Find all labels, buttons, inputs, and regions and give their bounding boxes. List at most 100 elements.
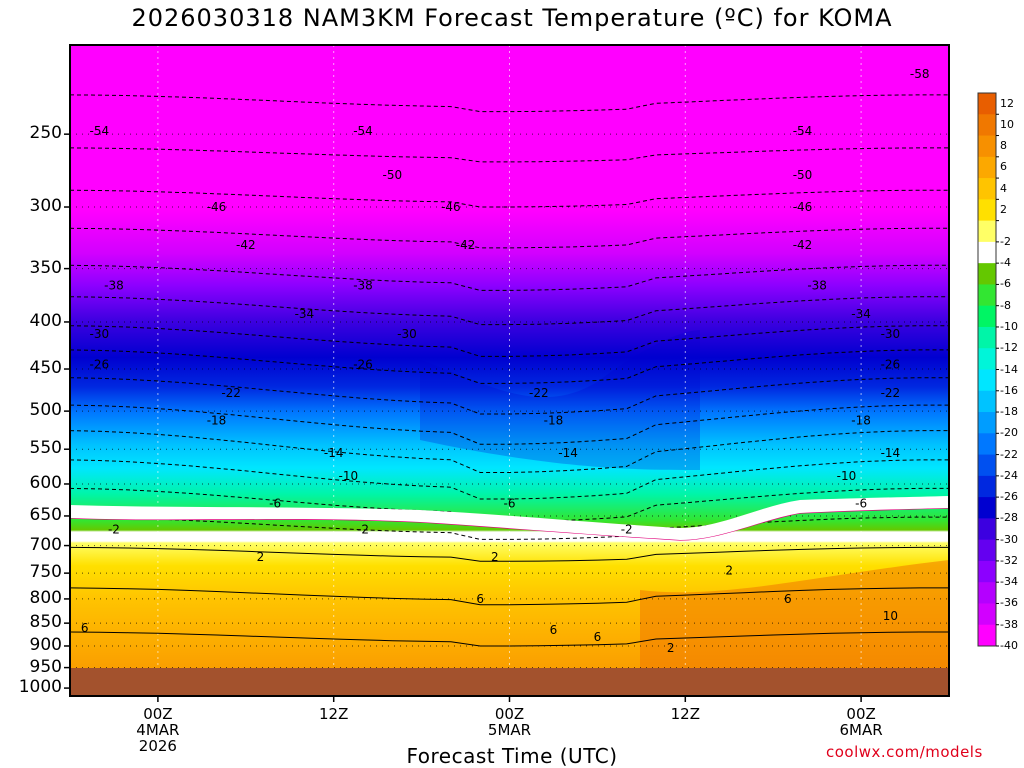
colorbar-label: 10 [1000, 117, 1014, 131]
colorbar-label: -36 [1000, 596, 1018, 610]
contour-lines [70, 94, 949, 647]
warm-pocket [640, 560, 949, 668]
x-tick-label-sub1: 5MAR [487, 721, 532, 739]
contour-label: -6 [269, 496, 281, 510]
contour-line [70, 430, 949, 473]
contour-line [70, 587, 949, 606]
colorbar-label: -20 [1000, 426, 1018, 440]
contour-label: -26 [353, 358, 373, 372]
x-tick-label: 12Z [645, 706, 725, 722]
colorbar-label: -24 [1000, 468, 1018, 482]
contour-label: 6 [594, 630, 602, 644]
contour-line [70, 377, 949, 415]
plot-area: -58 -54 -54 -54 -50 -50 -46 -46 -46 -42 -42 -42 -38 -… [70, 45, 949, 696]
contour-label: -10 [837, 469, 857, 483]
y-tick-label: 800 [29, 587, 62, 608]
y-tick-label: 700 [29, 534, 62, 555]
contour-label: -42 [793, 238, 813, 252]
contour-label: -2 [108, 522, 120, 536]
contour-label: -38 [807, 278, 827, 292]
colorbar-label: 6 [1000, 160, 1007, 174]
colorbar-label: 4 [1000, 181, 1007, 195]
contour-line [70, 349, 949, 384]
contour-label: 6 [550, 623, 558, 637]
contour-label: 2 [257, 550, 265, 564]
colorbar-swatch [978, 475, 996, 498]
mid-level-dip-band [420, 330, 700, 470]
colorbar-swatch [978, 539, 996, 562]
colorbar-swatch [978, 93, 996, 115]
colorbar-swatch [978, 454, 996, 477]
site-credit: coolwx.com/models [826, 743, 983, 761]
colorbar-swatch [978, 114, 996, 137]
contour-label: -54 [793, 124, 813, 138]
contour-line [70, 404, 949, 445]
colorbar-swatch [978, 390, 996, 413]
x-tick-label-label: 00Z [143, 705, 173, 723]
x-tick-label: 00Z 4MAR 2026 [118, 706, 198, 754]
colorbar-swatch [978, 305, 996, 328]
x-tick-label-label: 00Z [846, 705, 876, 723]
contour-label: -22 [529, 386, 549, 400]
colorbar-label: -26 [1000, 490, 1018, 504]
y-tick-label: 550 [29, 438, 62, 459]
colorbar-label: -8 [1000, 298, 1011, 312]
contour-label: -30 [881, 327, 901, 341]
colorbar-label: -30 [1000, 532, 1018, 546]
contour-label: 2 [491, 550, 499, 564]
zero-white-band [70, 496, 949, 540]
x-tick-label-label: 12Z [670, 705, 700, 723]
contour-label: -22 [881, 386, 901, 400]
contour-line [70, 631, 949, 647]
colorbar-swatch [978, 199, 996, 222]
x-ticks [157, 696, 862, 702]
contour-label: -22 [221, 386, 241, 400]
contour-line [70, 459, 949, 500]
x-tick-label-sub1: 4MAR [136, 721, 180, 739]
contour-label: 10 [883, 609, 898, 623]
y-tick-label: 400 [29, 310, 62, 331]
colorbar-swatch [978, 603, 996, 626]
y-tick-label: 750 [29, 562, 62, 583]
contour-label: -46 [207, 200, 227, 214]
contour-label: -14 [324, 446, 344, 460]
colorbar-swatch [978, 348, 996, 370]
y-tick-label: 600 [29, 472, 62, 493]
colorbar-swatch [978, 412, 996, 434]
colorbar-swatch [978, 156, 996, 179]
contour-label: -54 [89, 124, 109, 138]
contour-label: -30 [397, 327, 417, 341]
x-tick-label: 00Z 6MAR [821, 706, 901, 738]
colorbar-swatch [978, 241, 996, 264]
contour-line [70, 325, 949, 357]
x-tick-label-sub1: 6MAR [839, 721, 883, 739]
contour-label: -58 [910, 67, 930, 81]
colorbar-swatch [978, 220, 996, 243]
colorbar-swatch [978, 582, 996, 604]
colorbar-label: -22 [1000, 447, 1018, 461]
dotted-gridlines [70, 45, 949, 696]
colorbar-label: -38 [1000, 617, 1018, 631]
contour-labels: -58 -54 -54 -54 -50 -50 -46 -46 -46 -42 -42 -42 -38 -… [81, 67, 930, 655]
colorbar-label: -40 [1000, 639, 1018, 652]
colorbar-label: -2 [1000, 234, 1011, 248]
colorbar-swatch [978, 518, 996, 541]
colorbar-swatch [978, 369, 996, 392]
x-tick-label-label: 12Z [319, 705, 349, 723]
contour-label: -18 [207, 414, 227, 428]
contour-label: -38 [104, 278, 124, 292]
colorbar-label: -18 [1000, 405, 1018, 419]
colorbar-swatch [978, 284, 996, 307]
x-tick-label: 12Z [294, 706, 374, 722]
x-axis-title: Forecast Time (UTC) [406, 744, 618, 768]
y-tick-label: 450 [29, 358, 62, 379]
colorbar-label: -16 [1000, 383, 1018, 397]
ground [70, 668, 949, 696]
contour-label: -14 [558, 446, 578, 460]
colorbar-swatch [978, 263, 996, 285]
colorbar-label: 12 [1000, 96, 1014, 110]
contour-label: -30 [89, 327, 109, 341]
contour-label: -46 [441, 200, 461, 214]
colorbar-label: -6 [1000, 277, 1011, 291]
